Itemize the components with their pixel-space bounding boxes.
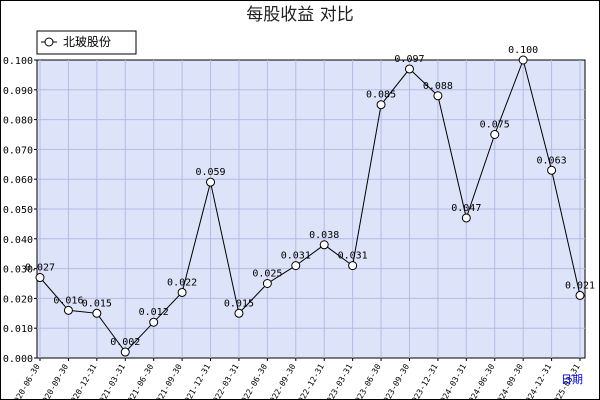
series-layer <box>35 55 585 357</box>
x-tick-label: 2024-03-31 <box>436 362 468 400</box>
y-tick-label: 0.050 <box>3 205 33 216</box>
x-tick-label: 2024-12-31 <box>521 362 553 400</box>
x-tick-label: 2024-06-30 <box>465 362 497 400</box>
data-point-marker <box>404 64 414 74</box>
data-point-marker <box>575 290 585 300</box>
data-label: 0.002 <box>110 337 140 348</box>
data-label: 0.021 <box>565 280 595 291</box>
data-label: 0.075 <box>480 120 510 131</box>
y-tick-label: 0.000 <box>3 354 33 365</box>
data-label: 0.025 <box>252 269 282 280</box>
x-tick-label: 2021-03-31 <box>95 362 127 400</box>
y-tick-label: 0.090 <box>3 86 33 97</box>
x-tick-label: 2023-03-31 <box>322 362 354 400</box>
data-label: 0.097 <box>394 54 424 65</box>
data-point-marker <box>319 240 329 250</box>
y-tick-label: 0.020 <box>3 294 33 305</box>
data-labels: 0.0270.0160.0150.0020.0120.0220.0590.015… <box>25 45 595 348</box>
data-point-marker <box>518 55 528 65</box>
data-label: 0.047 <box>451 203 481 214</box>
data-label: 0.022 <box>167 277 197 288</box>
x-tick-label: 2021-12-31 <box>180 362 212 400</box>
x-tick-label: 2023-06-30 <box>351 362 383 400</box>
y-axis: 0.000 0.010 0.020 0.030 0.040 0.050 0.060 0.070… <box>3 56 37 365</box>
x-tick-label: 2023-09-30 <box>379 362 411 400</box>
legend: 北玻股份 <box>36 30 137 55</box>
data-label: 0.015 <box>224 298 254 309</box>
data-point-marker <box>547 165 557 175</box>
data-label: 0.031 <box>281 251 311 262</box>
x-tick-label: 2023-12-31 <box>408 362 440 400</box>
y-tick-label: 0.080 <box>3 116 33 127</box>
x-tick-label: 2021-06-30 <box>124 362 156 400</box>
data-label: 0.016 <box>53 295 83 306</box>
data-point-marker <box>120 347 130 357</box>
data-label: 0.085 <box>366 90 396 101</box>
y-tick-label: 0.060 <box>3 175 33 186</box>
data-point-marker <box>433 91 443 101</box>
data-label: 0.027 <box>25 263 55 274</box>
y-tick-label: 0.070 <box>3 145 33 156</box>
data-point-marker <box>376 100 386 110</box>
data-label: 0.038 <box>309 230 339 241</box>
x-tick-label: 2020-12-31 <box>67 362 99 400</box>
data-label: 0.100 <box>508 45 538 56</box>
series-line <box>39 58 581 353</box>
data-point-marker <box>149 317 159 327</box>
legend-label: 北玻股份 <box>63 35 111 49</box>
data-point-marker <box>206 177 216 187</box>
data-label: 0.015 <box>82 298 112 309</box>
y-tick-label: 0.010 <box>3 324 33 335</box>
x-tick-label: 2024-09-30 <box>493 362 525 400</box>
x-tick-label: 2022-12-31 <box>294 362 326 400</box>
data-point-marker <box>63 305 73 315</box>
x-tick-label: 2022-03-31 <box>209 362 241 400</box>
data-point-marker <box>461 213 471 223</box>
legend-marker <box>44 37 54 47</box>
y-tick-label: 0.040 <box>3 235 33 246</box>
x-tick-label: 2021-09-30 <box>152 362 184 400</box>
legend-box <box>36 30 137 55</box>
data-label: 0.012 <box>139 307 169 318</box>
x-tick-label: 2020-06-30 <box>10 362 42 400</box>
y-tick-label: 0.100 <box>3 56 33 67</box>
chart-title: 每股收益 对比 <box>246 5 353 25</box>
x-axis-unit-label: 日期 <box>561 373 583 386</box>
data-label: 0.063 <box>537 155 567 166</box>
grid-lines <box>37 60 585 358</box>
data-label: 0.088 <box>423 81 453 92</box>
data-point-marker <box>92 308 102 318</box>
y-tick-label: 0.030 <box>3 265 33 276</box>
data-point-marker <box>35 273 45 283</box>
x-tick-label: 2022-06-30 <box>237 362 269 400</box>
data-point-marker <box>490 130 500 139</box>
data-label: 0.031 <box>338 251 368 262</box>
data-point-marker <box>234 308 244 318</box>
data-point-marker <box>348 261 358 271</box>
data-label: 0.059 <box>195 167 225 178</box>
data-point-marker <box>291 261 301 271</box>
x-tick-label: 2020-09-30 <box>38 362 70 400</box>
data-point-marker <box>177 287 187 297</box>
x-axis: 2020-06-302020-09-302020-12-312021-03-31… <box>10 358 582 400</box>
x-tick-label: 2022-09-30 <box>266 362 298 400</box>
data-point-marker <box>262 279 272 288</box>
